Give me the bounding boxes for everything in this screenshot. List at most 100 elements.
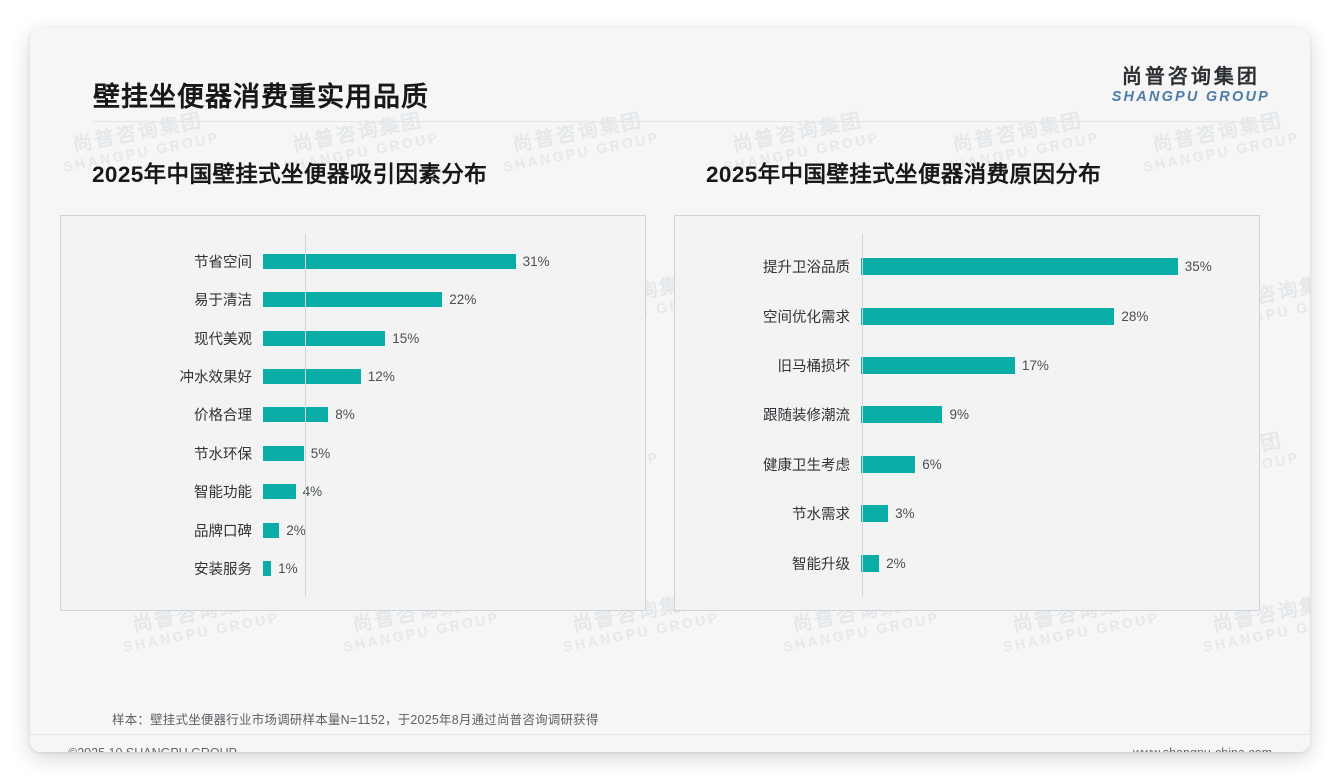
bar-track: 28% <box>861 307 1259 325</box>
footer-divider <box>30 734 1310 735</box>
bar-track: 2% <box>861 554 1259 572</box>
slide-footer: ©2025.10 SHANGPU GROUP www.shangpu-china… <box>30 735 1310 752</box>
brand-logo: 尚普咨询集团 SHANGPU GROUP <box>1112 66 1270 106</box>
chart-bar-row: 跟随装修潮流 9% <box>675 399 1259 430</box>
bar-fill <box>263 292 443 308</box>
bar-fill <box>861 357 1015 375</box>
bar-category-label: 冲水效果好 <box>179 370 253 387</box>
bar-track: 12% <box>263 369 645 385</box>
bar-track: 15% <box>263 330 645 346</box>
chart-bar-row: 节水需求 3% <box>675 498 1259 529</box>
chart-bar-row: 价格合理 8% <box>61 402 645 427</box>
chart-block-purchase-reasons: 2025年中国壁挂式坐便器消费原因分布 提升卫浴品质 35% 空间优化需求 28% 旧马… <box>674 138 1260 611</box>
chart-bar-row: 现代美观 15% <box>61 326 645 351</box>
bar-track: 6% <box>861 455 1259 473</box>
bar-fill <box>861 455 916 473</box>
bar-category-label: 节省空间 <box>194 254 252 271</box>
bar-fill <box>263 522 280 538</box>
bar-value-label: 15% <box>392 330 420 346</box>
bar-category-label: 价格合理 <box>194 408 252 425</box>
chart-bar-row: 智能升级 2% <box>675 548 1259 579</box>
bar-track: 35% <box>861 258 1259 276</box>
bar-category-label: 安装服务 <box>194 562 252 579</box>
bar-value-label: 22% <box>449 292 477 308</box>
bar-category-label: 旧马桶损坏 <box>777 359 851 376</box>
bar-fill <box>263 330 386 346</box>
chart-panel-right: 提升卫浴品质 35% 空间优化需求 28% 旧马桶损坏 17% 跟随装修潮流 9% 健康卫生考虑… <box>674 215 1260 611</box>
bar-fill <box>861 505 889 523</box>
bar-value-label: 3% <box>895 506 915 522</box>
chart-plot-left: 节省空间 31% 易于清洁 22% 现代美观 15% 冲水效果好 12% 价格合理 8% 节水环保 5… <box>61 216 645 610</box>
bar-category-label: 节水需求 <box>792 507 850 524</box>
chart-bar-row: 易于清洁 22% <box>61 287 645 312</box>
bar-value-label: 4% <box>302 484 323 500</box>
chart-bar-row: 节省空间 31% <box>61 249 645 274</box>
bar-fill <box>263 561 272 577</box>
chart-title-right: 2025年中国壁挂式坐便器消费原因分布 <box>706 162 1102 187</box>
bar-track: 31% <box>263 253 645 269</box>
watermark-en: SHANGPU GROUP <box>121 608 282 655</box>
slide-card: 尚普咨询集团 SHANGPU GROUP 尚普咨询集团 SHANGPU GROUP 尚普… <box>30 28 1310 752</box>
bar-category-label: 智能功能 <box>194 485 252 502</box>
bar-track: 4% <box>263 484 645 500</box>
page-title: 壁挂坐便器消费重实用品质 <box>93 82 429 112</box>
bar-fill <box>263 253 516 269</box>
bar-category-label: 提升卫浴品质 <box>763 260 850 277</box>
watermark-en: SHANGPU GROUP <box>561 608 722 655</box>
bar-fill <box>263 407 329 423</box>
bar-fill <box>263 484 296 500</box>
website-link[interactable]: www.shangpu-china.com <box>1133 746 1272 752</box>
bar-value-label: 2% <box>286 522 306 538</box>
bar-category-label: 空间优化需求 <box>763 309 850 326</box>
chart-bar-row: 品牌口碑 2% <box>61 518 645 543</box>
header-divider <box>93 121 1271 122</box>
bar-fill <box>861 258 1178 276</box>
bar-category-label: 跟随装修潮流 <box>763 408 850 425</box>
chart-title-left: 2025年中国壁挂式坐便器吸引因素分布 <box>92 162 488 187</box>
bar-category-label: 现代美观 <box>194 331 252 348</box>
bar-category-label: 健康卫生考虑 <box>763 457 850 474</box>
bar-track: 5% <box>263 445 645 461</box>
bar-fill <box>263 445 304 461</box>
bar-fill <box>263 369 361 385</box>
bar-category-label: 易于清洁 <box>194 293 252 310</box>
bar-value-label: 31% <box>522 253 550 269</box>
chart-block-attraction-factors: 2025年中国壁挂式坐便器吸引因素分布 节省空间 31% 易于清洁 22% 现代美观 15… <box>60 138 646 611</box>
chart-plot-right: 提升卫浴品质 35% 空间优化需求 28% 旧马桶损坏 17% 跟随装修潮流 9% 健康卫生考虑… <box>675 216 1259 610</box>
chart-bar-row: 冲水效果好 12% <box>61 364 645 389</box>
chart-bar-row: 空间优化需求 28% <box>675 301 1259 332</box>
chart-bar-row: 健康卫生考虑 6% <box>675 449 1259 480</box>
bar-value-label: 17% <box>1021 358 1049 374</box>
charts-container: 2025年中国壁挂式坐便器吸引因素分布 节省空间 31% 易于清洁 22% 现代美观 15… <box>30 138 1310 611</box>
bar-value-label: 35% <box>1184 259 1212 275</box>
chart-bar-row: 节水环保 5% <box>61 441 645 466</box>
bar-category-label: 智能升级 <box>792 556 850 573</box>
bar-value-label: 6% <box>922 456 942 472</box>
bar-value-label: 9% <box>949 407 969 423</box>
bar-fill <box>861 406 943 424</box>
bar-track: 9% <box>861 406 1259 424</box>
bar-fill <box>861 554 880 572</box>
bar-value-label: 12% <box>367 369 395 385</box>
brand-name-cn: 尚普咨询集团 <box>1121 66 1260 88</box>
bar-track: 1% <box>263 561 645 577</box>
sample-footnote: 样本：壁挂式坐便器行业市场调研样本量N=1152，于2025年8月通过尚普咨询调… <box>112 713 599 727</box>
chart-panel-left: 节省空间 31% 易于清洁 22% 现代美观 15% 冲水效果好 12% 价格合理 8% 节水环保 5… <box>60 215 646 611</box>
bar-value-label: 1% <box>278 561 298 577</box>
bar-track: 3% <box>861 505 1259 523</box>
chart-axis-right <box>862 234 863 596</box>
chart-bar-row: 提升卫浴品质 35% <box>675 251 1259 282</box>
chart-bar-row: 安装服务 1% <box>61 556 645 581</box>
bar-track: 17% <box>861 357 1259 375</box>
watermark-en: SHANGPU GROUP <box>781 608 942 655</box>
bar-value-label: 5% <box>310 445 331 461</box>
bar-category-label: 品牌口碑 <box>194 523 252 540</box>
copyright-text: ©2025.10 SHANGPU GROUP <box>68 746 237 752</box>
slide-header: 壁挂坐便器消费重实用品质 尚普咨询集团 SHANGPU GROUP <box>30 28 1310 112</box>
watermark-en: SHANGPU GROUP <box>1001 608 1162 655</box>
bar-track: 8% <box>263 407 645 423</box>
chart-bar-row: 旧马桶损坏 17% <box>675 350 1259 381</box>
watermark-en: SHANGPU GROUP <box>1201 608 1310 655</box>
bar-track: 2% <box>263 522 645 538</box>
